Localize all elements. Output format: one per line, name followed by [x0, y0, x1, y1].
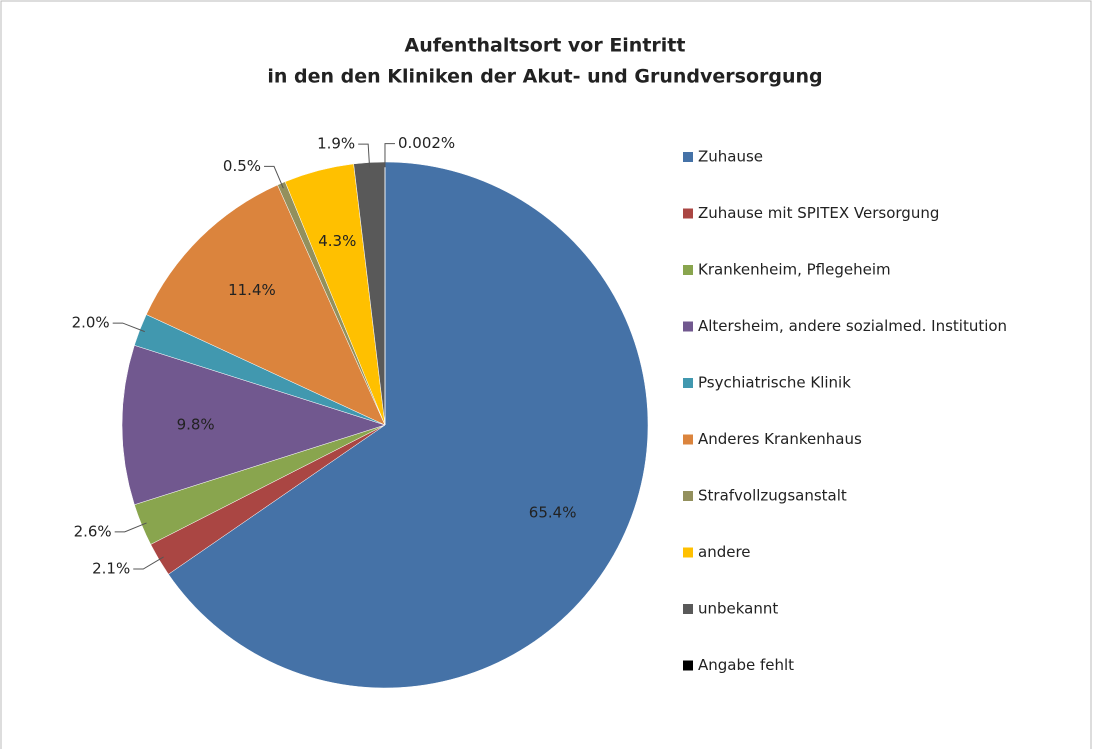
data-label: 11.4%: [228, 281, 276, 299]
leader-line: [384, 143, 395, 168]
legend-swatch: [683, 547, 693, 558]
leader-line: [133, 556, 164, 570]
legend-swatch: [683, 152, 693, 162]
legend-swatch: [683, 434, 693, 445]
data-label: 2.0%: [72, 314, 110, 332]
data-label: 65.4%: [529, 504, 577, 522]
data-label: 4.3%: [318, 232, 356, 250]
legend-label: Altersheim, andere sozialmed. Institutio…: [698, 317, 1007, 335]
legend-label: Strafvollzugsanstalt: [698, 487, 847, 505]
leader-line: [112, 322, 145, 333]
data-label: 0.002%: [398, 134, 455, 152]
legend-swatch: [683, 604, 693, 614]
legend-label: Zuhause: [698, 148, 763, 166]
legend-swatch: [683, 321, 693, 332]
legend-label: Psychiatrische Klinik: [698, 374, 851, 392]
leader-line: [264, 165, 284, 189]
legend-label: unbekannt: [698, 600, 778, 618]
legend-swatch: [683, 378, 693, 388]
pie-slice: [168, 161, 649, 689]
pie-slice: [121, 345, 386, 506]
legend-label: Krankenheim, Pflegeheim: [698, 261, 891, 279]
data-label: 9.8%: [177, 416, 215, 434]
data-label: 1.9%: [317, 135, 355, 153]
data-label: 2.1%: [92, 560, 130, 578]
legend-label: andere: [698, 543, 751, 561]
legend-label: Angabe fehlt: [698, 656, 794, 674]
legend-swatch: [683, 491, 693, 501]
legend-label: Anderes Krankenhaus: [698, 430, 862, 448]
leader-line: [114, 522, 147, 533]
data-label: 0.5%: [223, 157, 261, 175]
leader-line: [358, 143, 371, 168]
chart-title: in den den Kliniken der Akut- und Grundv…: [267, 66, 822, 88]
data-label: 2.6%: [74, 522, 112, 540]
legend-swatch: [683, 208, 693, 219]
pie-slice: [145, 184, 386, 426]
legend-label: Zuhause mit SPITEX Versorgung: [698, 204, 939, 222]
chart-title: Aufenthaltsort vor Eintritt: [405, 35, 686, 57]
legend-swatch: [683, 660, 693, 671]
legend-swatch: [683, 265, 693, 275]
